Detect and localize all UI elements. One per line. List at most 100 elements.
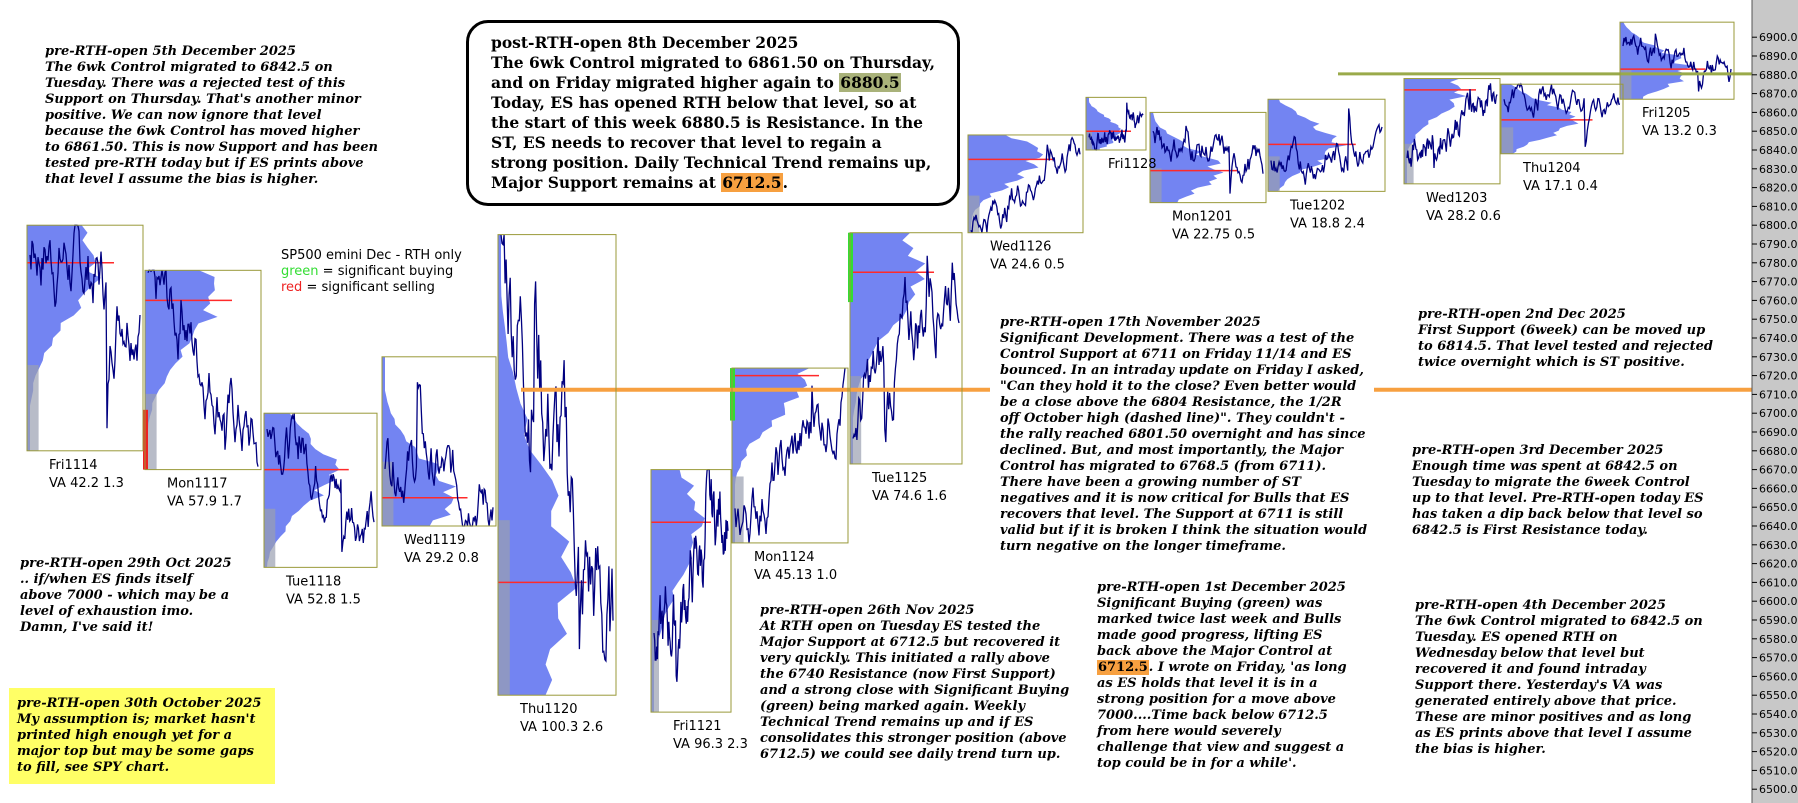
legend-red-text: = significant selling [302, 280, 435, 295]
note-line: The 6wk Control migrated to 6861.50 on T… [491, 53, 935, 72]
box-Thu1204 [1500, 83, 1624, 155]
axis-tick-label: 6750.00 [1759, 313, 1798, 326]
axis-tick-label: 6650.00 [1759, 501, 1798, 514]
profile-Tue1118 [264, 413, 340, 568]
axis-tick-label: 6900.00 [1759, 31, 1798, 44]
price-Fri1205 [1622, 33, 1732, 92]
price-Mon1124 [734, 368, 846, 543]
day-label-Tue1118: Tue1118 [285, 574, 341, 589]
price-axis: 6500.00 6510.00 6520.00 6530.00 6540.00 6550.… [1751, 0, 1798, 803]
note-dec4: pre-RTH-open 4th December 2025 The 6wk C… [1415, 598, 1703, 757]
legend-green: green = significant buying [281, 264, 462, 280]
profile-Tue1202 [1268, 99, 1347, 192]
chart-legend: SP500 emini Dec - RTH only green = signi… [281, 248, 462, 296]
va-label-Mon1117: VA 57.9 1.7 [167, 495, 242, 510]
axis-tick-label: 6620.00 [1759, 558, 1798, 571]
box-Mon1117 [144, 269, 262, 471]
key-levels [521, 72, 1752, 392]
profile-Thu1204 [1501, 84, 1579, 154]
day-label-Tue1202: Tue1202 [1289, 198, 1345, 213]
axis-tick-label: 6700.00 [1759, 407, 1798, 420]
axis-tick-label: 6830.00 [1759, 163, 1798, 176]
day-label-Fri1121: Fri1121 [673, 719, 722, 734]
note-text: pre-RTH-open 1st December 2025 Significa… [1097, 580, 1346, 659]
va-label-Fri1121: VA 96.3 2.3 [673, 737, 748, 752]
session-labels: Fri1114 VA 42.2 1.3 Mon1117 VA 57.9 1.7 Tue1… [49, 106, 1717, 752]
axis-tick-label: 6680.00 [1759, 445, 1798, 458]
axis-tick-label: 6590.00 [1759, 614, 1798, 627]
price-Fri1128 [1088, 102, 1144, 151]
profile-Fri1205 [1620, 22, 1695, 100]
profile-tail-Wed1203 [1404, 143, 1414, 184]
day-label-Fri1128: Fri1128 [1108, 157, 1157, 172]
day-label-Mon1117: Mon1117 [167, 477, 228, 492]
price-Tue1118 [266, 413, 375, 552]
day-label-Thu1204: Thu1204 [1522, 161, 1581, 176]
price-Mon1117 [147, 269, 259, 467]
va-label-Fri1114: VA 42.2 1.3 [49, 476, 124, 491]
note-post-rth-dec8: post-RTH-open 8th December 2025 The 6wk … [466, 20, 960, 206]
box-Fri1121 [650, 469, 732, 713]
day-label-Thu1120: Thu1120 [519, 702, 578, 717]
note-dec5: pre-RTH-open 5th December 2025 The 6wk C… [45, 44, 378, 187]
va-label-Mon1201: VA 22.75 0.5 [1172, 228, 1255, 243]
box-Thu1120 [497, 234, 617, 696]
day-label-Mon1201: Mon1201 [1172, 210, 1233, 225]
axis-tick-label: 6780.00 [1759, 257, 1798, 270]
axis-tick-label: 6890.00 [1759, 50, 1798, 63]
axis-tick-label: 6880.00 [1759, 69, 1798, 82]
va-label-Wed1119: VA 29.2 0.8 [404, 551, 479, 566]
axis-tick-label: 6860.00 [1759, 106, 1798, 119]
box-Wed1119 [381, 356, 497, 527]
axis-tick-label: 6530.00 [1759, 727, 1798, 740]
box-Mon1124 [731, 367, 849, 544]
box-Tue1118 [263, 412, 378, 568]
axis-tick-label: 6730.00 [1759, 351, 1798, 364]
profile-Wed1119 [382, 356, 457, 526]
axis-tick-label: 6500.00 [1759, 783, 1798, 796]
axis-tick-label: 6710.00 [1759, 388, 1798, 401]
legend-green-key: green [281, 264, 319, 279]
price-Fri1114 [29, 224, 141, 429]
support-highlight: 6712.5 [1097, 660, 1149, 675]
note-text: . I wrote on Friday, 'as long as ES hold… [1097, 660, 1347, 771]
note-dec1: pre-RTH-open 1st December 2025 Significa… [1097, 580, 1347, 772]
session-boxes [26, 21, 1735, 713]
va-label-Thu1204: VA 17.1 0.4 [1523, 179, 1598, 194]
note-line: the start of this week 6880.5 is Resista… [491, 113, 923, 132]
day-label-Fri1205: Fri1205 [1642, 106, 1691, 121]
profile-tail-Mon1117 [145, 393, 157, 470]
axis-tick-label: 6540.00 [1759, 708, 1798, 721]
axis-tick-label: 6870.00 [1759, 88, 1798, 101]
note-line: ST, ES needs to recover that level to re… [491, 133, 882, 152]
price-Thu1204 [1503, 82, 1621, 147]
va-label-Wed1203: VA 28.2 0.6 [1426, 209, 1501, 224]
day-label-Wed1203: Wed1203 [1426, 191, 1487, 206]
axis-tick-label: 6800.00 [1759, 219, 1798, 232]
va-label-Wed1126: VA 24.6 0.5 [990, 258, 1065, 273]
price-Tue1125 [852, 255, 960, 443]
box-Tue1125 [849, 232, 963, 465]
note-line: strong position. Daily Technical Trend r… [491, 153, 932, 172]
profile-Mon1201 [1150, 112, 1224, 203]
axis-tick-label: 6570.00 [1759, 652, 1798, 665]
profile-Mon1117 [145, 270, 218, 470]
note-line: Today, ES has opened RTH below that leve… [491, 93, 917, 112]
note-dec2: pre-RTH-open 2nd Dec 2025 First Support … [1418, 307, 1713, 370]
note-nov17: pre-RTH-open 17th November 2025 Signific… [1000, 315, 1368, 554]
profile-tail-Fri1128 [1086, 129, 1092, 150]
profile-tail-Tue1125 [850, 376, 862, 464]
axis-tick-label: 6760.00 [1759, 294, 1798, 307]
note-oct29: pre-RTH-open 29th Oct 2025 .. if/when ES… [20, 556, 232, 635]
resistance-highlight: 6880.5 [839, 73, 901, 92]
axis-tick-label: 6850.00 [1759, 125, 1798, 138]
day-label-Wed1126: Wed1126 [990, 240, 1051, 255]
profile-Thu1120 [498, 234, 577, 696]
note-line: Major Support remains at [491, 173, 722, 192]
day-label-Mon1124: Mon1124 [754, 550, 815, 565]
va-label-Fri1205: VA 13.2 0.3 [1642, 124, 1717, 139]
note-oct30: pre-RTH-open 30th October 2025 My assump… [9, 688, 275, 784]
axis-tick-label: 6550.00 [1759, 689, 1798, 702]
day-label-Fri1114: Fri1114 [49, 458, 98, 473]
support-highlight: 6712.5 [721, 173, 783, 192]
